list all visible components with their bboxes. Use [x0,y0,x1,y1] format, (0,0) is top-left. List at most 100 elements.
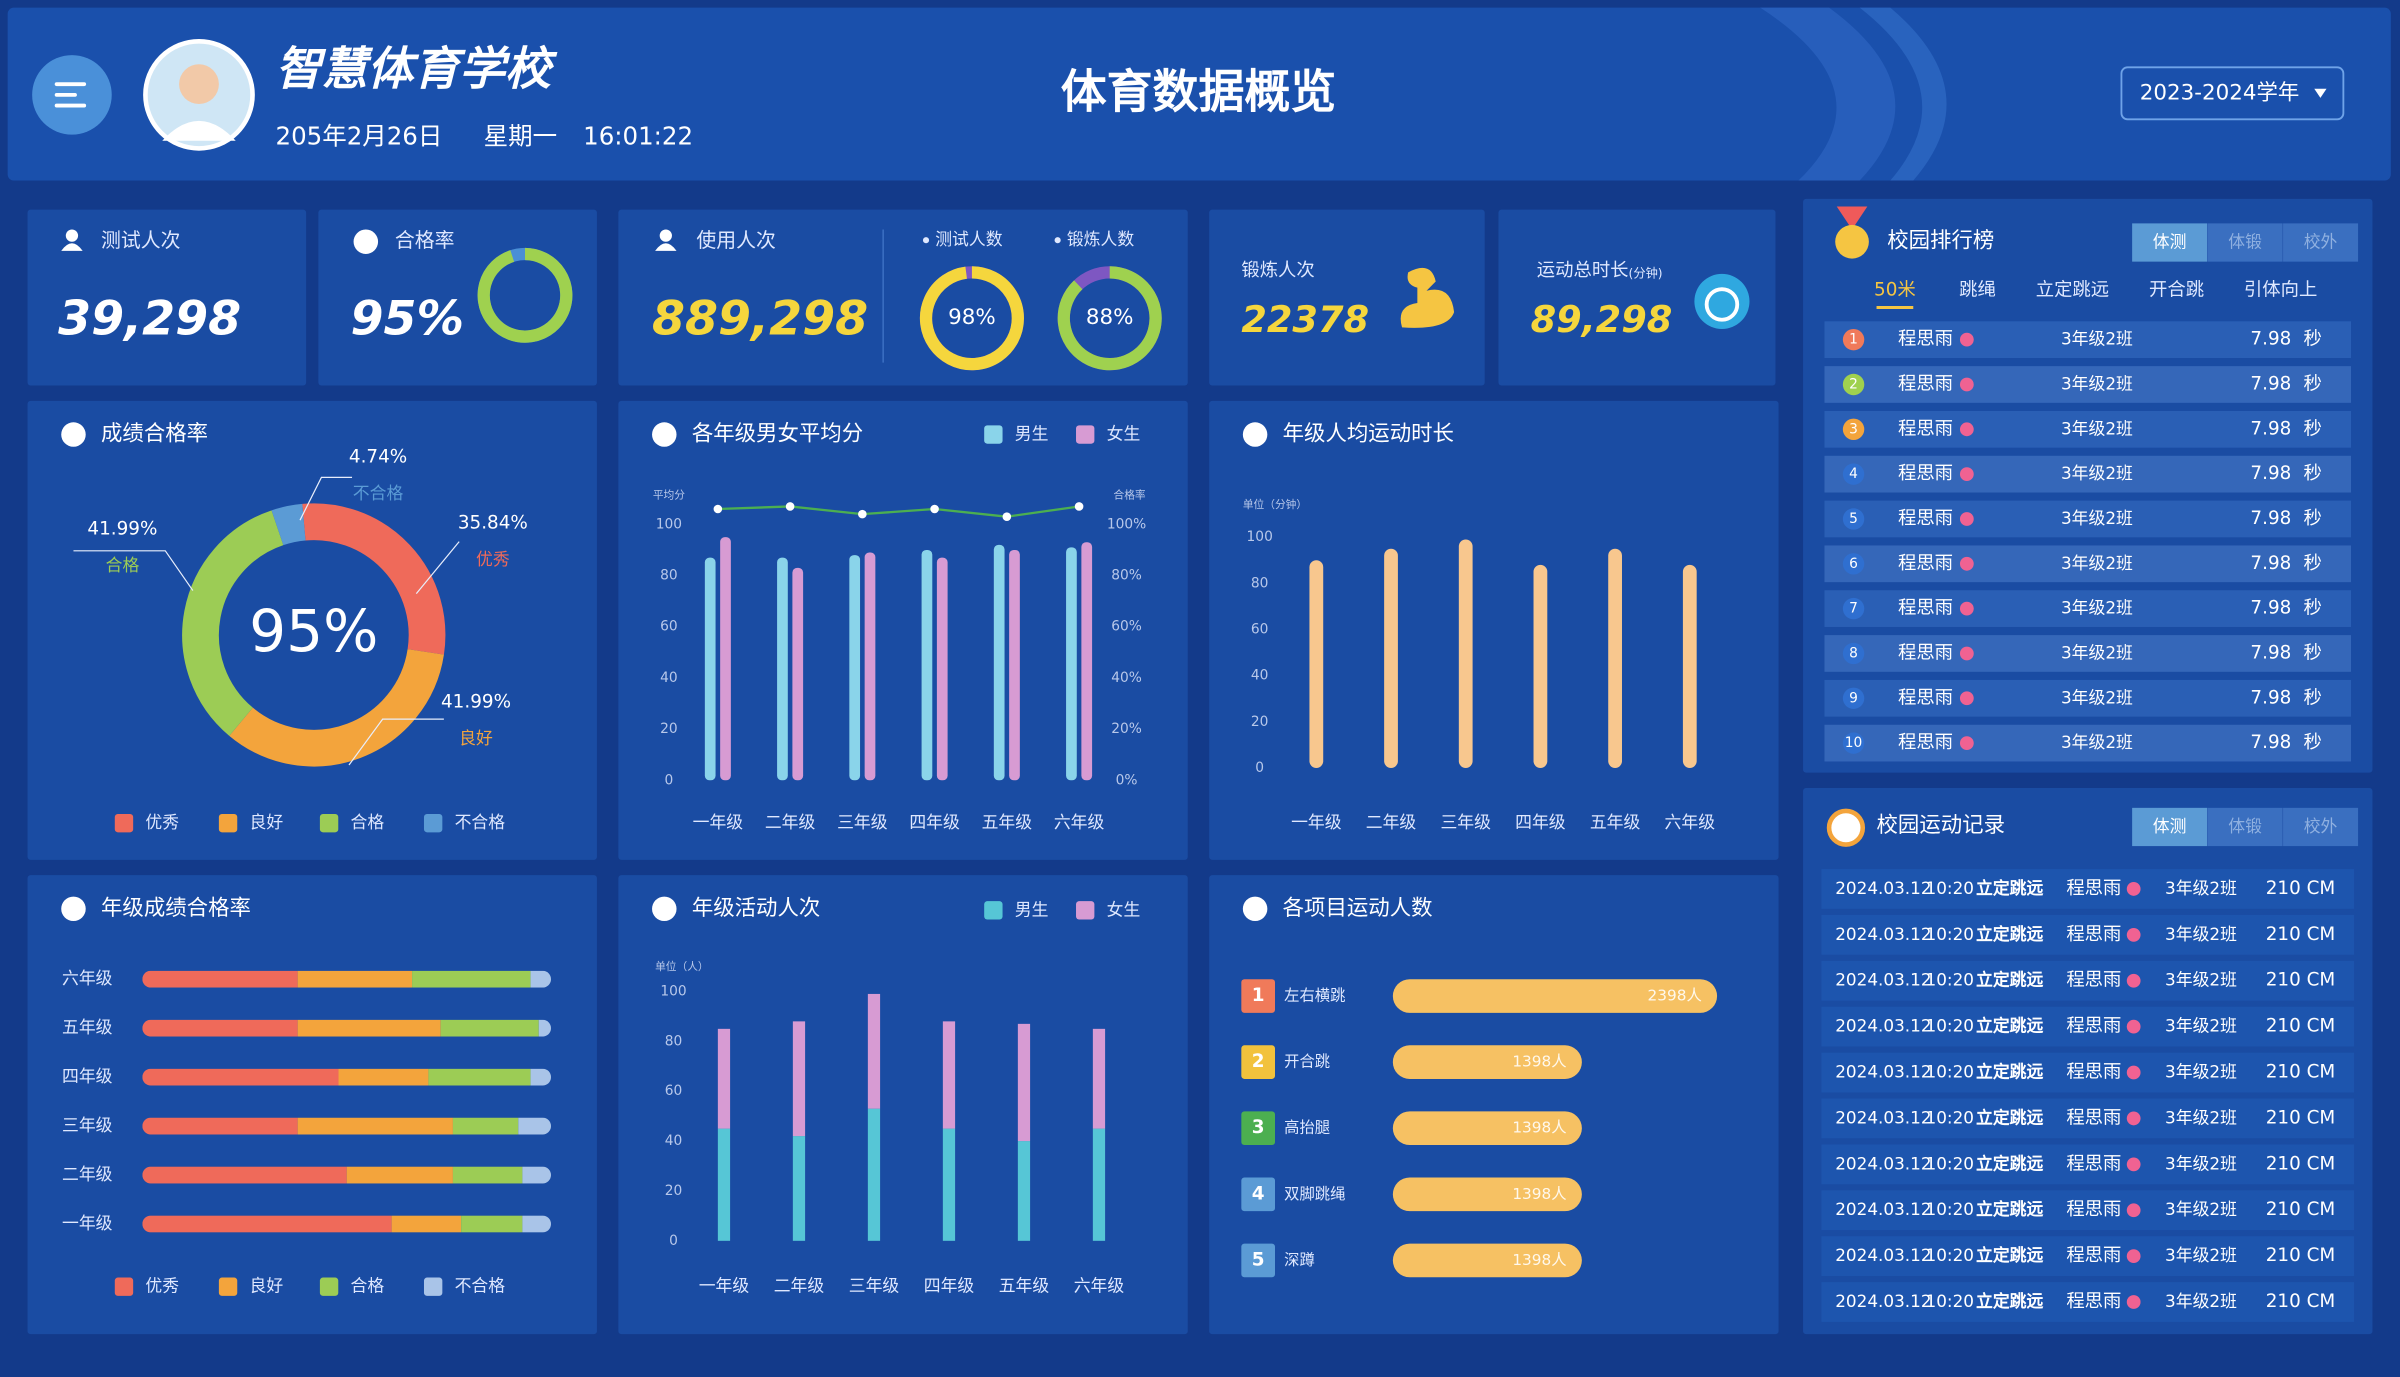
tab[interactable] [2132,807,2208,847]
leader-line [299,476,353,521]
class-name: 3年级2班 [2165,1107,2237,1127]
record-date: 2024.03.12 [1835,1291,1931,1311]
legend-label: 良好 [249,812,283,832]
panel [1209,209,1485,386]
gender-icon [1959,736,1974,751]
gender-icon [2126,1019,2141,1034]
y2-axis-label: 合格率 [1114,489,1146,502]
bar-segment [142,1166,347,1184]
table-row [1821,869,2355,909]
record-event: 立定跳远 [1976,1062,2043,1082]
page-title: 体育数据概览 [1061,64,1336,118]
legend-swatch [114,1277,134,1296]
score-unit: 秒 [2304,598,2322,619]
chart-title: 年级活动人次 [692,896,820,921]
student-name: 程思雨 [2066,1107,2121,1128]
y-tick-label: 80 [665,1033,683,1049]
bar-segment [1092,1028,1106,1129]
class-name: 3年级2班 [2165,1245,2237,1265]
tab[interactable] [2207,223,2283,262]
panel [618,209,1188,386]
chart-title: 年级人均运动时长 [1283,422,1454,447]
subtab[interactable]: 跳绳 [1959,280,1996,301]
rank-number: 6 [1849,556,1858,572]
legend-label: 女生 [1107,899,1141,919]
kpi-value: 22378 [1241,298,1369,341]
score-unit: 秒 [2304,732,2322,753]
panel-title: 校园运动记录 [1877,813,2005,838]
table-row [1824,635,2352,672]
bar [1682,564,1697,769]
record-result: 210 CM [2266,1291,2336,1312]
tab[interactable] [2207,807,2283,847]
tab-label[interactable]: 体测 [2153,816,2187,836]
gender-icon [2126,1203,2141,1218]
class-name: 3年级2班 [2061,553,2133,573]
table-row [1824,410,2352,448]
y-tick-label: 60 [665,1083,683,1099]
value-label: 1398人 [1512,1119,1566,1137]
tab[interactable] [2132,223,2208,262]
term-select[interactable] [2120,66,2345,121]
y2-tick-label: 0% [1116,772,1138,788]
rank-badge [1842,597,1865,620]
record-result: 210 CM [2266,878,2336,899]
tab[interactable] [2283,807,2359,847]
y-tick-label: 开合跳 [1284,1053,1330,1071]
stopwatch-icon [1826,808,1866,847]
bar [1392,979,1718,1013]
score: 7.98 [2250,508,2291,529]
y-tick-label: 40 [665,1133,683,1149]
gauge-value [919,266,1024,371]
record-date: 2024.03.12 [1835,970,1931,990]
rank-badge [1241,1111,1275,1146]
x-tick-label: 四年级 [924,1276,975,1296]
gender-icon [2126,1295,2141,1309]
panel [27,400,597,860]
bar-segment [440,1019,539,1037]
term-select-text[interactable]: 2023-2024学年 [2140,80,2300,105]
legend-swatch [984,425,1003,444]
x-tick-label: 五年级 [982,812,1033,832]
legend-swatch [218,813,238,833]
kpi-label: 使用人次 [696,229,776,252]
record-time: 10:20 [1926,1107,1975,1127]
subtab[interactable]: 引体向上 [2244,280,2317,301]
tab-label[interactable]: 体锻 [2228,232,2262,252]
subtab[interactable]: 开合跳 [2149,280,2204,301]
tab-label[interactable]: 体锻 [2228,816,2262,836]
legend-swatch [319,1277,339,1296]
legend-label: 良好 [249,1276,283,1296]
tab-label[interactable]: 校外 [2304,232,2338,252]
class-name: 3年级2班 [2061,508,2133,528]
table-row [1821,1052,2355,1093]
ring-value [477,247,573,343]
gender-icon [2126,1065,2141,1080]
rank-badge [1241,1177,1275,1212]
y-tick-label: 100 [1247,529,1273,545]
record-date: 2024.03.12 [1835,1199,1931,1219]
tab[interactable] [2283,223,2359,262]
legend-label: 女生 [1107,424,1141,444]
bar-segment [1092,1128,1106,1241]
chart-title: 成绩合格率 [101,422,208,447]
bar [1392,1045,1582,1079]
gender-icon [1959,332,1974,347]
subtab[interactable]: 立定跳远 [2036,280,2109,301]
gauge-value-label: 88% [1086,305,1134,330]
tab-label[interactable]: 体测 [2153,232,2187,252]
rank-number: 5 [1849,511,1858,527]
record-result: 210 CM [2266,1016,2336,1037]
class-name: 3年级2班 [2165,1199,2237,1219]
x-tick-label: 四年级 [1515,812,1566,832]
kpi-label: 锻炼人次 [1241,260,1314,281]
table-row [1821,1282,2355,1322]
score: 7.98 [2250,553,2291,574]
bar-segment [142,1117,298,1135]
tab-label[interactable]: 校外 [2304,816,2338,836]
subtab[interactable]: 50米 [1874,280,1916,301]
arm-icon [1400,267,1455,328]
y-tick-label: 40 [660,670,678,686]
table-row [1824,321,2352,359]
category-label: 合格 [106,555,140,575]
